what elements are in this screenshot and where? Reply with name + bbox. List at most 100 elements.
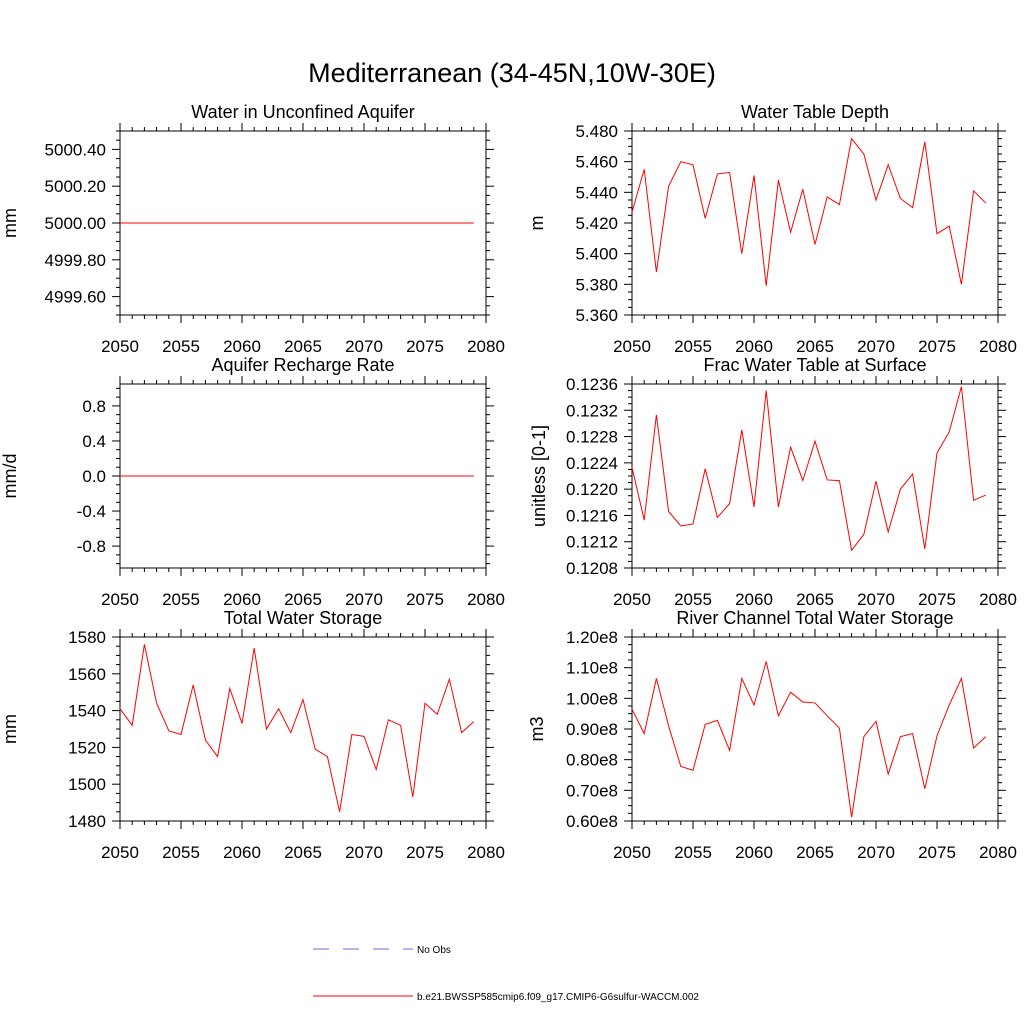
y-tick-label: 0.1228 [566, 428, 618, 447]
y-tick-label: -0.8 [77, 537, 106, 556]
y-axis-label: m [527, 216, 547, 231]
y-tick-label: 0.1236 [566, 375, 618, 394]
y-tick-label: 1540 [68, 702, 106, 721]
legend: No Obs b.e21.BWSSP585cmip6.f09_g17.CMIP6… [313, 945, 699, 1003]
y-tick-label: 1480 [68, 812, 106, 831]
y-tick-label: 0.1216 [566, 506, 618, 525]
x-tick-label: 2060 [223, 843, 261, 862]
y-tick-label: 0.70e8 [566, 781, 618, 800]
y-tick-label: 1580 [68, 628, 106, 647]
x-tick-label: 2050 [101, 590, 139, 609]
x-tick-label: 2060 [223, 337, 261, 356]
x-tick-label: 2080 [979, 843, 1017, 862]
y-tick-label: 0.1220 [566, 480, 618, 499]
x-tick-label: 2080 [467, 843, 505, 862]
x-tick-label: 2060 [735, 590, 773, 609]
y-tick-label: 0.90e8 [566, 720, 618, 739]
chart-title: Water in Unconfined Aquifer [191, 102, 414, 122]
y-tick-label: 0.8 [82, 397, 106, 416]
x-tick-label: 2050 [613, 337, 651, 356]
y-tick-label: 0.4 [82, 432, 106, 451]
y-tick-label: -0.4 [77, 502, 106, 521]
chart-title: River Channel Total Water Storage [676, 608, 953, 628]
x-tick-label: 2075 [406, 337, 444, 356]
x-tick-label: 2080 [979, 590, 1017, 609]
x-tick-label: 2070 [345, 337, 383, 356]
y-axis-label: m3 [527, 716, 547, 741]
x-tick-label: 2065 [796, 843, 834, 862]
y-tick-label: 5000.40 [45, 140, 106, 159]
series-line [631, 137, 987, 286]
chart-panel: 2050 2055 2060 2065 2070 2075 2080 4999.60 4999.… [0, 102, 505, 356]
y-tick-label: 1.00e8 [566, 689, 618, 708]
y-tick-label: 5.440 [575, 183, 618, 202]
x-tick-label: 2070 [345, 590, 383, 609]
x-tick-label: 2065 [284, 337, 322, 356]
y-tick-label: 5.400 [575, 245, 618, 264]
x-tick-label: 2055 [162, 843, 200, 862]
y-axis-label: mm [0, 714, 20, 744]
y-tick-label: 5.480 [575, 122, 618, 141]
chart-panel: 2050 2055 2060 2065 2070 2075 2080 5.360 5.380 5.… [527, 102, 1017, 356]
x-tick-label: 2050 [101, 843, 139, 862]
x-tick-label: 2075 [918, 843, 956, 862]
x-tick-label: 2075 [406, 590, 444, 609]
y-tick-label: 0.1212 [566, 533, 618, 552]
y-tick-label: 0.60e8 [566, 812, 618, 831]
figure-title: Mediterranean (34-45N,10W-30E) [308, 58, 716, 88]
panel-grid: 2050 2055 2060 2065 2070 2075 2080 4999.60 4999.… [0, 102, 1017, 862]
x-tick-label: 2070 [857, 843, 895, 862]
chart-panel: 2050 2055 2060 2065 2070 2075 2080 -0.8 -0.4 0.0 0… [0, 355, 505, 609]
y-tick-label: 5.420 [575, 214, 618, 233]
x-tick-label: 2060 [735, 337, 773, 356]
chart-panel: 2050 2055 2060 2065 2070 2075 2080 0.60e8 0.70e8… [527, 608, 1017, 862]
y-tick-label: 4999.60 [45, 288, 106, 307]
y-tick-label: 5000.00 [45, 214, 106, 233]
y-tick-label: 1.10e8 [566, 659, 618, 678]
x-tick-label: 2080 [467, 590, 505, 609]
x-tick-label: 2065 [796, 590, 834, 609]
x-tick-label: 2070 [857, 337, 895, 356]
y-tick-label: 0.0 [82, 467, 106, 486]
x-tick-label: 2075 [918, 337, 956, 356]
chart-panel: 2050 2055 2060 2065 2070 2075 2080 0.1208 0.1212… [529, 355, 1017, 609]
legend-obs-label: No Obs [417, 945, 451, 956]
x-tick-label: 2055 [674, 843, 712, 862]
series-line [631, 661, 987, 818]
x-tick-label: 2080 [979, 337, 1017, 356]
y-tick-label: 1.20e8 [566, 628, 618, 647]
x-tick-label: 2065 [796, 337, 834, 356]
x-tick-label: 2065 [284, 843, 322, 862]
y-tick-label: 0.1232 [566, 401, 618, 420]
series-line [119, 644, 475, 812]
y-tick-label: 0.80e8 [566, 751, 618, 770]
y-tick-label: 5.380 [575, 275, 618, 294]
y-axis-label: mm [0, 208, 20, 238]
y-tick-label: 5.460 [575, 153, 618, 172]
x-tick-label: 2075 [918, 590, 956, 609]
y-axis-label: unitless [0-1] [529, 425, 549, 527]
x-tick-label: 2050 [101, 337, 139, 356]
y-tick-label: 0.1208 [566, 559, 618, 578]
x-tick-label: 2080 [467, 337, 505, 356]
chart-title: Water Table Depth [741, 102, 889, 122]
y-tick-label: 5.360 [575, 306, 618, 325]
chart-title: Aquifer Recharge Rate [211, 355, 394, 375]
chart-title: Total Water Storage [224, 608, 382, 628]
chart-panel: 2050 2055 2060 2065 2070 2075 2080 1480 1500 1520… [0, 608, 505, 862]
y-tick-label: 1500 [68, 775, 106, 794]
x-tick-label: 2060 [223, 590, 261, 609]
y-tick-label: 0.1224 [566, 454, 618, 473]
chart-title: Frac Water Table at Surface [703, 355, 926, 375]
legend-model-label: b.e21.BWSSP585cmip6.f09_g17.CMIP6-G6sulf… [417, 992, 699, 1003]
y-tick-label: 1560 [68, 665, 106, 684]
x-tick-label: 2055 [674, 337, 712, 356]
y-tick-label: 4999.80 [45, 251, 106, 270]
x-tick-label: 2060 [735, 843, 773, 862]
y-tick-label: 5000.20 [45, 177, 106, 196]
x-tick-label: 2055 [162, 590, 200, 609]
series-line [631, 386, 986, 552]
x-tick-label: 2070 [345, 843, 383, 862]
